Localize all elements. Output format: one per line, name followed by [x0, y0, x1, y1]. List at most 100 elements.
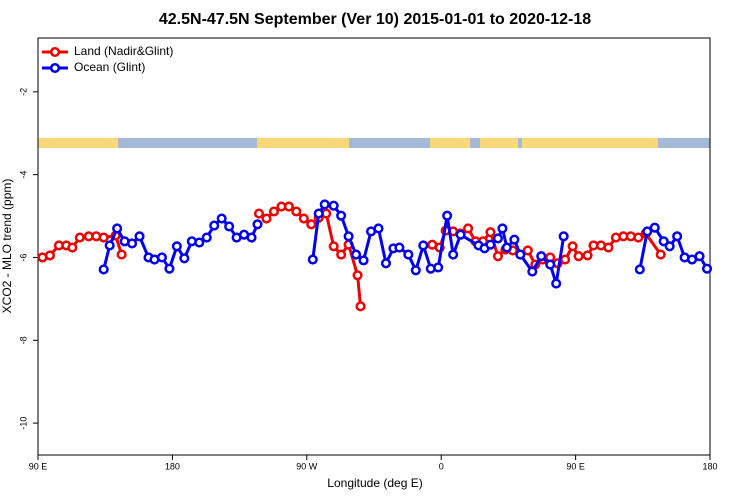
data-point — [283, 201, 294, 212]
y-tick-label: -4 — [18, 171, 28, 179]
data-point — [224, 221, 235, 232]
data-point — [319, 199, 330, 210]
data-point — [67, 242, 78, 253]
data-point — [252, 219, 263, 230]
data-point — [336, 249, 347, 260]
data-point — [527, 266, 538, 277]
data-point — [455, 229, 466, 240]
data-point — [655, 249, 666, 260]
x-tick-label: 180 — [165, 461, 180, 471]
data-point — [410, 265, 421, 276]
data-point — [664, 241, 675, 252]
data-point — [649, 222, 660, 233]
x-tick-label: 0 — [439, 461, 444, 471]
data-point — [328, 200, 339, 211]
data-point — [403, 249, 414, 260]
x-axis-label: Longitude (deg E) — [327, 476, 422, 490]
data-point — [442, 210, 453, 221]
data-point — [463, 223, 474, 234]
x-tick-label: 90 E — [566, 461, 585, 471]
data-point — [448, 249, 459, 260]
data-point — [582, 250, 593, 261]
data-point — [112, 223, 123, 234]
data-point — [536, 251, 547, 262]
data-point — [672, 231, 683, 242]
data-point — [307, 254, 318, 265]
data-point — [352, 270, 363, 281]
data-point — [74, 232, 85, 243]
legend-label: Ocean (Glint) — [74, 60, 145, 74]
land-mask-strip — [38, 138, 710, 148]
data-point — [104, 240, 115, 251]
y-tick-label: -10 — [18, 417, 28, 430]
data-point — [551, 278, 562, 289]
data-point — [492, 251, 503, 262]
data-point — [497, 223, 508, 234]
plot-frame — [37, 37, 711, 456]
y-tick-label: -2 — [18, 88, 28, 96]
x-tick-label: 180 — [702, 461, 717, 471]
data-point — [701, 263, 713, 274]
data-point — [634, 264, 645, 275]
data-point — [358, 255, 369, 266]
data-point — [351, 249, 362, 260]
data-point — [567, 241, 578, 252]
data-point — [492, 233, 503, 244]
data-point — [658, 236, 669, 247]
data-point — [373, 223, 384, 234]
data-point — [603, 242, 614, 253]
data-point — [134, 231, 145, 242]
x-tick-label: 90 W — [296, 461, 318, 471]
data-point — [98, 264, 109, 275]
data-point — [336, 210, 347, 221]
data-point — [209, 220, 220, 231]
data-point — [522, 245, 533, 256]
data-point — [380, 258, 391, 269]
data-point — [261, 213, 272, 224]
data-point — [485, 239, 496, 250]
data-point — [433, 262, 444, 273]
data-point — [179, 253, 190, 264]
data-point — [116, 249, 127, 260]
data-point — [355, 301, 366, 312]
data-point — [216, 213, 227, 224]
data-point — [560, 254, 571, 265]
data-point — [253, 208, 265, 219]
x-tick-label: 90 E — [29, 461, 48, 471]
data-point — [418, 240, 429, 251]
data-point — [291, 206, 302, 217]
legend-marker — [49, 46, 61, 58]
data-point — [485, 227, 496, 238]
data-point — [633, 232, 644, 243]
data-point — [306, 219, 317, 230]
legend-label: Land (Nadir&Glint) — [74, 44, 173, 58]
y-axis-label: XCO2 - MLO trend (ppm) — [0, 179, 14, 314]
data-point — [394, 242, 405, 253]
data-point — [694, 251, 705, 262]
data-point — [573, 251, 584, 262]
data-point — [509, 234, 520, 245]
data-point — [515, 249, 526, 260]
data-point — [501, 242, 512, 253]
y-tick-label: -6 — [18, 253, 28, 261]
data-point — [328, 241, 339, 252]
data-point — [127, 238, 138, 249]
data-point — [558, 231, 569, 242]
data-point — [268, 206, 279, 217]
data-point — [313, 208, 324, 219]
data-point — [171, 241, 182, 252]
data-point — [156, 252, 167, 263]
data-point — [44, 250, 55, 261]
data-point — [246, 232, 257, 243]
data-point — [98, 232, 109, 243]
chart-title: 42.5N-47.5N September (Ver 10) 2015-01-0… — [159, 11, 591, 28]
data-point — [194, 237, 205, 248]
data-point — [298, 213, 309, 224]
legend-marker — [49, 62, 61, 74]
data-point — [201, 232, 212, 243]
y-tick-label: -8 — [18, 336, 28, 344]
data-point — [545, 259, 556, 270]
data-point — [343, 231, 354, 242]
data-point — [164, 263, 175, 274]
